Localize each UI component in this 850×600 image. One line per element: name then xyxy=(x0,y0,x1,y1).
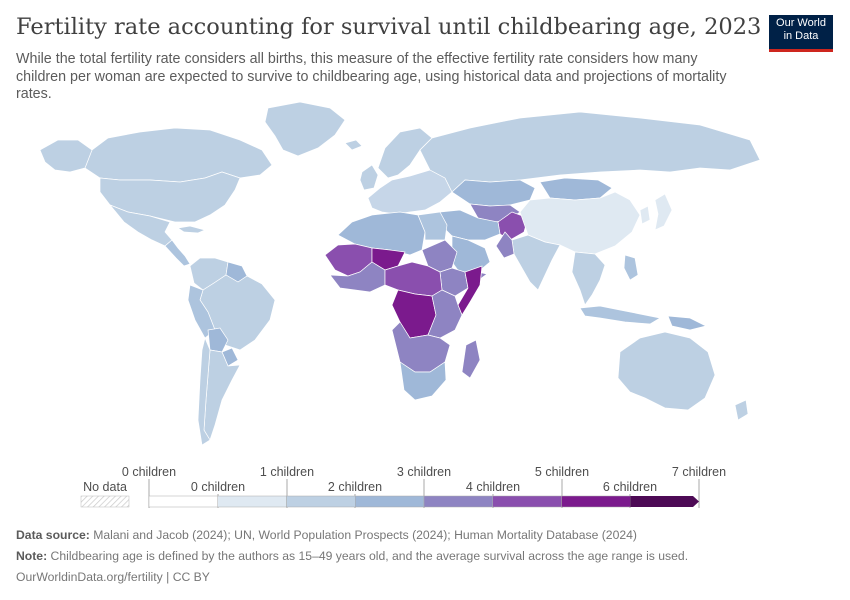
legend-bin xyxy=(492,495,562,508)
note-label: Note: xyxy=(16,549,48,563)
map-region-united-kingdom-and-ireland[interactable] xyxy=(359,164,379,191)
map-region-arabian-peninsula[interactable] xyxy=(451,235,491,277)
map-region-madagascar[interactable] xyxy=(461,339,481,379)
map-region-japan[interactable] xyxy=(654,193,673,231)
map-region-middle-east[interactable] xyxy=(439,209,501,241)
map-region-greenland[interactable] xyxy=(264,101,346,157)
map-region-alaska[interactable] xyxy=(39,139,93,173)
map-region-europe[interactable] xyxy=(367,169,453,215)
owid-logo[interactable]: Our World in Data xyxy=(769,15,833,52)
map-region-new-zealand[interactable] xyxy=(734,399,749,421)
source-line: Data source: Malani and Jacob (2024); UN… xyxy=(16,528,637,542)
map-region-southeast-asia[interactable] xyxy=(571,251,606,306)
legend: 0 children 1 children 3 children 5 child… xyxy=(80,465,726,508)
legend-bin xyxy=(148,495,218,508)
map-region-argentina-and-uruguay[interactable] xyxy=(203,349,241,441)
legend-bins xyxy=(148,495,699,508)
legend-bin xyxy=(630,496,699,507)
legend-bin xyxy=(561,495,631,508)
map-region-chile[interactable] xyxy=(197,336,211,446)
legend-bin xyxy=(286,495,356,508)
legend-upper-label: 5 children xyxy=(535,465,589,479)
legend-upper-label: 0 children xyxy=(122,465,176,479)
map-region-canada[interactable] xyxy=(84,127,273,183)
map-region-central-america[interactable] xyxy=(164,239,191,267)
map-region-indonesia[interactable] xyxy=(579,305,661,325)
map-region-cuba[interactable] xyxy=(177,225,207,234)
legend-bin xyxy=(423,495,493,508)
source-text: Malani and Jacob (2024); UN, World Popul… xyxy=(93,528,637,542)
map-region-papua-new-guinea[interactable] xyxy=(667,315,708,331)
map-region-somalia[interactable] xyxy=(457,265,483,316)
map-region-australia[interactable] xyxy=(617,331,716,411)
map-region-kazakhstan[interactable] xyxy=(451,179,536,207)
map-region-india[interactable] xyxy=(511,234,561,291)
legend-upper-label: 1 children xyxy=(260,465,314,479)
map-region-russia[interactable] xyxy=(419,111,761,193)
map-region-bolivia[interactable] xyxy=(207,327,229,353)
map-region-korea[interactable] xyxy=(639,205,651,225)
map-region-south-africa[interactable] xyxy=(399,361,447,401)
legend-lower-label: 0 children xyxy=(191,480,245,494)
legend-no-data-swatch xyxy=(80,495,130,508)
legend-upper-label: 3 children xyxy=(397,465,451,479)
map-region-east-africa[interactable] xyxy=(427,289,463,339)
legend-lower-label: 4 children xyxy=(466,480,520,494)
legend-no-data-label: No data xyxy=(83,480,127,494)
map-region-iceland[interactable] xyxy=(344,139,363,151)
logo-line-2: in Data xyxy=(783,30,819,42)
source-label: Data source: xyxy=(16,528,90,542)
source-link[interactable]: OurWorldinData.org/fertility | CC BY xyxy=(16,570,210,584)
legend-bin xyxy=(355,495,425,508)
chart-subtitle: While the total fertility rate considers… xyxy=(16,51,727,102)
note-line: Note: Childbearing age is defined by the… xyxy=(16,549,688,563)
note-text: Childbearing age is defined by the autho… xyxy=(50,549,689,563)
chart-title: Fertility rate accounting for survival u… xyxy=(16,14,762,40)
legend-bin xyxy=(217,495,287,508)
map-region-philippines[interactable] xyxy=(623,254,639,281)
map-regions xyxy=(39,101,761,446)
legend-lower-label: 2 children xyxy=(328,480,382,494)
legend-lower-label: 6 children xyxy=(603,480,657,494)
map-region-pakistan[interactable] xyxy=(495,231,515,259)
logo-line-1: Our World xyxy=(776,17,826,29)
map-region-mongolia[interactable] xyxy=(539,177,613,201)
world-map[interactable] xyxy=(0,100,850,452)
legend-upper-label: 7 children xyxy=(672,465,726,479)
